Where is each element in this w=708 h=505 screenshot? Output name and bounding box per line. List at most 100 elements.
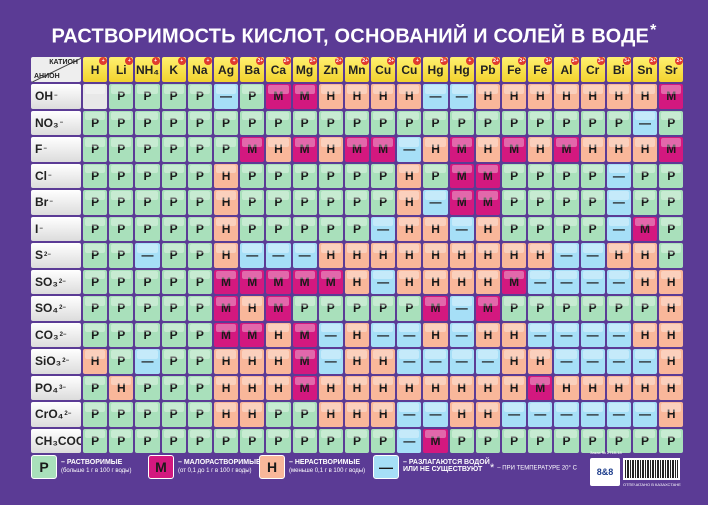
solubility-cell: Н xyxy=(659,269,684,294)
solubility-cell: Р xyxy=(135,296,160,321)
solubility-cell: Н xyxy=(213,216,239,241)
solubility-cell: Р xyxy=(502,110,527,135)
legend-slightly-label: – МАЛОРАСТВОРИМЫЕ xyxy=(178,459,261,466)
cation-charge: 2+ xyxy=(439,57,448,65)
solubility-cell: Н xyxy=(371,402,396,427)
solubility-cell: Р xyxy=(632,190,658,215)
cation-header-13: Hg 2+ xyxy=(423,57,448,82)
solubility-cell: Н xyxy=(423,375,448,400)
solubility-cell: М xyxy=(292,349,317,374)
cation-header-10: Mn 2+ xyxy=(344,57,370,82)
solubility-cell: Р xyxy=(83,322,108,347)
solubility-cell: М xyxy=(371,137,396,162)
cation-header-7: Ca 2+ xyxy=(266,57,291,82)
solubility-cell: М xyxy=(292,137,317,162)
solubility-cell: Р xyxy=(659,163,684,188)
solubility-cell: Р xyxy=(109,349,134,374)
solubility-cell: Р xyxy=(554,428,579,453)
solubility-cell: — xyxy=(632,110,658,135)
solubility-cell: М xyxy=(266,269,291,294)
solubility-cell: Н xyxy=(397,269,422,294)
cation-header-3: K + xyxy=(161,57,186,82)
solubility-cell: Р xyxy=(83,375,108,400)
solubility-cell: Р xyxy=(292,216,317,241)
anion-header-9: CO₃ 2− xyxy=(31,322,81,347)
solubility-cell: Р xyxy=(187,137,212,162)
cation-header-16: Fe 2+ xyxy=(502,57,527,82)
solubility-cell: Н xyxy=(213,375,239,400)
solubility-cell: Р xyxy=(161,137,186,162)
solubility-cell: Р xyxy=(135,190,160,215)
solubility-cell: Р xyxy=(580,190,605,215)
solubility-cell: Р xyxy=(371,163,396,188)
anion-charge: 2− xyxy=(44,252,51,259)
cation-symbol: Mn xyxy=(348,62,366,77)
solubility-cell xyxy=(83,84,108,109)
anion-symbol: S xyxy=(35,248,44,263)
solubility-cell: Н xyxy=(344,349,370,374)
solubility-cell: Н xyxy=(528,243,553,268)
cation-header-11: Cu 2+ xyxy=(371,57,396,82)
cation-charge: + xyxy=(413,57,422,65)
solubility-cell: Р xyxy=(266,163,291,188)
solubility-cell: Р xyxy=(659,243,684,268)
solubility-cell: Н xyxy=(475,402,500,427)
solubility-cell: Р xyxy=(161,428,186,453)
solubility-cell: — xyxy=(580,243,605,268)
cation-charge: 3+ xyxy=(622,57,631,65)
solubility-cell: Р xyxy=(187,243,212,268)
solubility-cell: Р xyxy=(161,163,186,188)
solubility-cell: Н xyxy=(397,163,422,188)
solubility-cell: Р xyxy=(318,216,343,241)
anion-symbol: SO₃ xyxy=(35,274,58,289)
cation-header-5: Ag + xyxy=(213,57,239,82)
cation-symbol: Li xyxy=(115,62,127,77)
solubility-cell: Р xyxy=(659,216,684,241)
cation-charge: 2+ xyxy=(334,57,343,65)
solubility-cell: Н xyxy=(213,349,239,374)
solubility-cell: Р xyxy=(502,163,527,188)
cation-symbol: Zn xyxy=(323,62,339,77)
solubility-cell: Р xyxy=(266,428,291,453)
solubility-cell: — xyxy=(475,349,500,374)
anion-header-7: SO₃ 2− xyxy=(31,269,81,294)
cation-charge: 2+ xyxy=(256,57,265,65)
anion-charge: 2− xyxy=(59,331,67,338)
solubility-cell: Р xyxy=(240,110,265,135)
solubility-cell: Н xyxy=(423,216,448,241)
solubility-cell: М xyxy=(292,375,317,400)
solubility-cell: Р xyxy=(606,428,631,453)
solubility-cell: — xyxy=(449,322,474,347)
solubility-cell: Н xyxy=(344,402,370,427)
solubility-cell: Р xyxy=(266,216,291,241)
solubility-cell: Н xyxy=(449,269,474,294)
solubility-cell: Р xyxy=(135,216,160,241)
solubility-cell: Н xyxy=(371,349,396,374)
temperature-footnote: * – ПРИ ТЕМПЕРАТУРЕ 20° С xyxy=(490,462,577,474)
solubility-cell: — xyxy=(606,216,631,241)
solubility-cell: Р xyxy=(213,137,239,162)
solubility-cell: Н xyxy=(632,375,658,400)
solubility-cell: М xyxy=(213,296,239,321)
cation-symbol: K xyxy=(169,62,178,77)
solubility-cell: Р xyxy=(659,110,684,135)
solubility-cell: Р xyxy=(344,296,370,321)
solubility-cell: Н xyxy=(318,84,343,109)
cation-charge: 2+ xyxy=(308,57,317,65)
cation-header-0: H + xyxy=(83,57,108,82)
solubility-cell: М xyxy=(475,163,500,188)
cation-header-4: Na + xyxy=(187,57,212,82)
solubility-cell: Н xyxy=(344,269,370,294)
solubility-cell: Р xyxy=(632,163,658,188)
solubility-cell: М xyxy=(528,375,553,400)
solubility-table: КАТИОН АНИОН H + Li + NH₄ + K + Na + Ag + Ba 2+ Ca 2+ Mg… xyxy=(31,57,684,453)
cation-charge: 3+ xyxy=(544,57,553,65)
solubility-cell: — xyxy=(528,322,553,347)
anion-header-label: АНИОН xyxy=(34,73,60,80)
solubility-cell: Р xyxy=(528,296,553,321)
solubility-cell: Р xyxy=(292,163,317,188)
cation-charge: + xyxy=(203,57,212,65)
cation-symbol: Cu xyxy=(401,62,418,77)
solubility-cell: Р xyxy=(318,190,343,215)
solubility-cell: М xyxy=(240,269,265,294)
